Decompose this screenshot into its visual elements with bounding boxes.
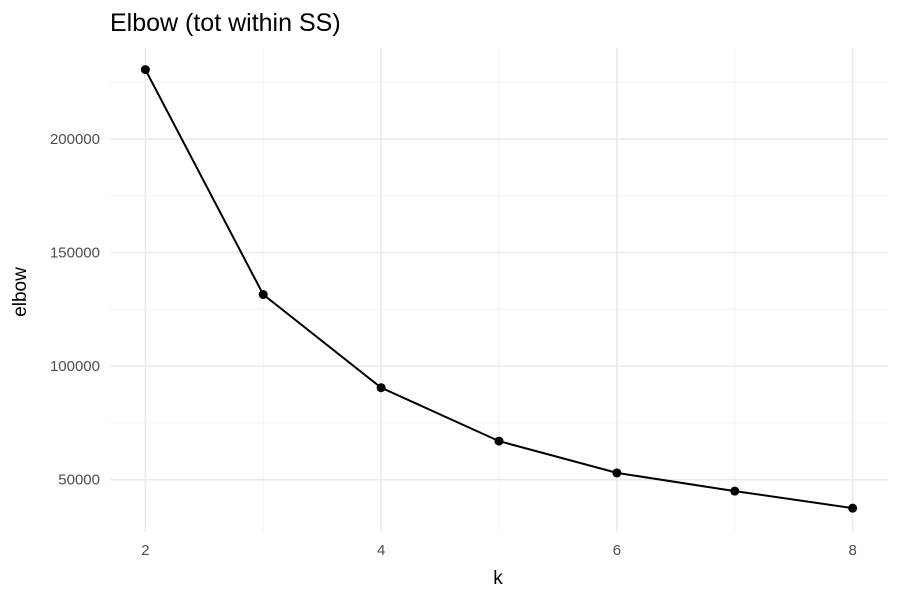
data-point: [258, 290, 268, 300]
x-tick-label: 2: [141, 542, 149, 559]
y-tick-label: 200000: [50, 131, 100, 148]
data-point: [376, 383, 386, 393]
x-axis-tick-labels: 2 4 6 8: [141, 542, 857, 559]
data-point: [140, 65, 150, 75]
data-point: [494, 436, 504, 446]
y-tick-label: 100000: [50, 358, 100, 375]
grid-lines: [110, 48, 888, 532]
data-point: [730, 486, 740, 496]
x-tick-label: 4: [377, 542, 385, 559]
x-tick-label: 6: [613, 542, 621, 559]
series-group: [140, 65, 858, 513]
x-tick-label: 8: [848, 542, 856, 559]
chart-title: Elbow (tot within SS): [110, 9, 341, 37]
y-axis-tick-labels: 50000 100000 150000 200000: [50, 131, 100, 489]
data-point: [612, 468, 622, 478]
y-tick-label: 150000: [50, 245, 100, 262]
x-axis-title: k: [493, 568, 503, 589]
data-point: [848, 503, 858, 513]
y-axis-title: elbow: [10, 267, 31, 317]
y-tick-label: 50000: [58, 472, 100, 489]
